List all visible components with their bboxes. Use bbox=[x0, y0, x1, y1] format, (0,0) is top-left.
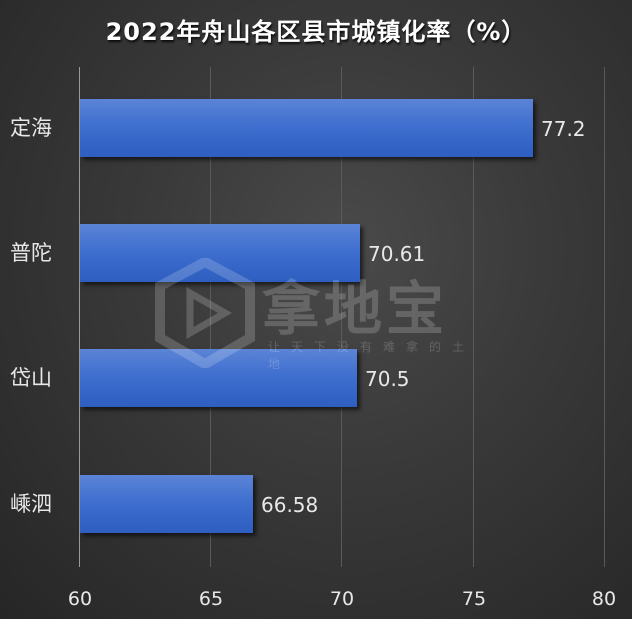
gridline-75 bbox=[473, 67, 474, 567]
bar-daishan bbox=[80, 349, 357, 407]
x-tick-80: 80 bbox=[591, 588, 617, 610]
category-label-shengsi: 嵊泗 bbox=[10, 492, 52, 516]
category-label-daishan: 岱山 bbox=[10, 366, 52, 390]
x-tick-65: 65 bbox=[198, 588, 224, 610]
bar-shengsi bbox=[80, 475, 253, 533]
bar-value-daishan: 70.5 bbox=[365, 367, 410, 391]
gridline-65 bbox=[210, 67, 211, 567]
gridline-70 bbox=[341, 67, 342, 567]
bar-dinghai bbox=[80, 99, 533, 157]
gridline-80 bbox=[604, 67, 605, 567]
bar-value-putuo: 70.61 bbox=[368, 242, 426, 266]
chart-title: 2022年舟山各区县市城镇化率（%） bbox=[105, 18, 527, 46]
x-tick-70: 70 bbox=[329, 588, 355, 610]
bar-value-dinghai: 77.2 bbox=[541, 117, 586, 141]
bar-value-shengsi: 66.58 bbox=[261, 493, 319, 517]
x-tick-75: 75 bbox=[461, 588, 487, 610]
plot-area: 77.2 70.61 70.5 66.58 bbox=[79, 67, 605, 567]
category-label-putuo: 普陀 bbox=[10, 241, 52, 265]
y-axis-line bbox=[79, 67, 80, 567]
category-label-dinghai: 定海 bbox=[10, 116, 52, 140]
x-tick-60: 60 bbox=[67, 588, 93, 610]
bar-putuo bbox=[80, 224, 360, 282]
